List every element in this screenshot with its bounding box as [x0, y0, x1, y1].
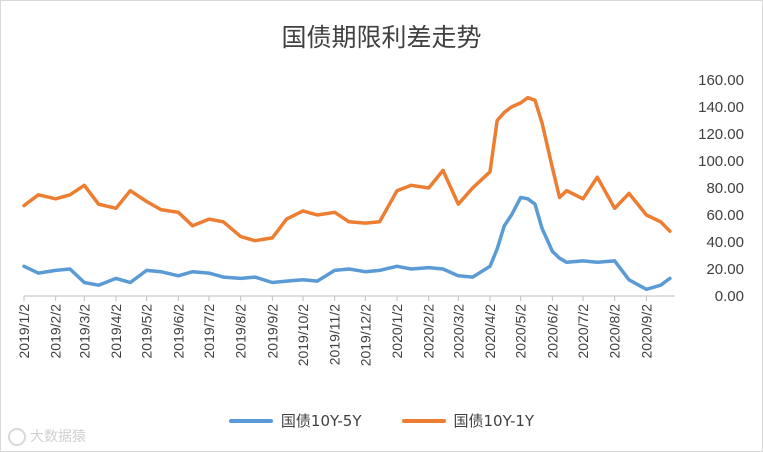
- series-lines: [22, 95, 672, 292]
- y-tick-label: 120.00: [698, 126, 744, 143]
- x-tick-label: 2020/1/2: [389, 304, 405, 359]
- x-tick-label: 2019/4/2: [108, 304, 124, 359]
- y-tick-label: 40.00: [706, 234, 744, 251]
- x-tick-label: 2019/9/2: [264, 304, 280, 359]
- chart-title: 国债期限利差走势: [281, 23, 482, 52]
- y-tick-labels: 0.00 20.00 40.00 60.00 80.00 100.00 120.00 140.…: [698, 72, 744, 305]
- legend: 国债10Y-5Y 国债10Y-1Y: [0, 410, 763, 431]
- y-tick-label: 80.00: [706, 180, 744, 197]
- watermark-text: 大数据猿: [30, 429, 86, 445]
- x-tick-label: 2020/8/2: [607, 304, 623, 359]
- y-tick-label: 60.00: [706, 207, 744, 224]
- x-tick-label: 2020/6/2: [544, 304, 560, 359]
- x-tick-label: 2020/2/2: [421, 304, 437, 359]
- x-tick-label: 2020/4/2: [482, 304, 498, 359]
- x-tick-label: 2019/1/2: [16, 304, 32, 359]
- x-tick-label: 2019/3/2: [76, 304, 92, 359]
- y-tick-label: 100.00: [698, 153, 744, 170]
- x-tick-label: 2019/11/2: [327, 304, 343, 365]
- y-tick-label: 0.00: [715, 288, 744, 305]
- x-tick-label: 2020/5/2: [513, 304, 529, 359]
- legend-label-5y: 国债10Y-5Y: [280, 412, 362, 430]
- x-tick-label: 2019/8/2: [233, 304, 249, 359]
- series-line-5y: [22, 195, 672, 292]
- x-tick-label: 2020/7/2: [575, 304, 591, 359]
- x-tick-labels: 2019/1/2 2019/2/2 2019/3/2 2019/4/2 2019/5/2…: [16, 304, 654, 367]
- axes: [23, 295, 675, 301]
- legend-item-5y: 国债10Y-5Y: [228, 410, 362, 431]
- y-tick-label: 20.00: [706, 261, 744, 278]
- x-tick-label: 2019/6/2: [170, 304, 186, 359]
- series-line-1y: [22, 95, 672, 243]
- y-tick-label: 160.00: [698, 72, 744, 89]
- legend-label-1y: 国债10Y-1Y: [453, 412, 535, 430]
- x-tick-label: 2019/7/2: [201, 304, 217, 359]
- legend-swatch-1y: [401, 418, 446, 423]
- legend-item-1y: 国债10Y-1Y: [401, 410, 535, 431]
- x-tick-label: 2019/12/2: [357, 304, 373, 366]
- x-tick-label: 2020/3/2: [450, 304, 466, 359]
- x-tick-label: 2019/10/2: [295, 304, 311, 366]
- x-tick-label: 2020/9/2: [638, 304, 654, 359]
- x-tick-label: 2019/5/2: [139, 304, 155, 359]
- watermark: 大数据猿: [8, 426, 86, 446]
- legend-swatch-5y: [228, 418, 273, 423]
- x-tick-label: 2019/2/2: [48, 304, 64, 359]
- y-tick-label: 140.00: [698, 99, 744, 116]
- watermark-logo-icon: [8, 428, 26, 446]
